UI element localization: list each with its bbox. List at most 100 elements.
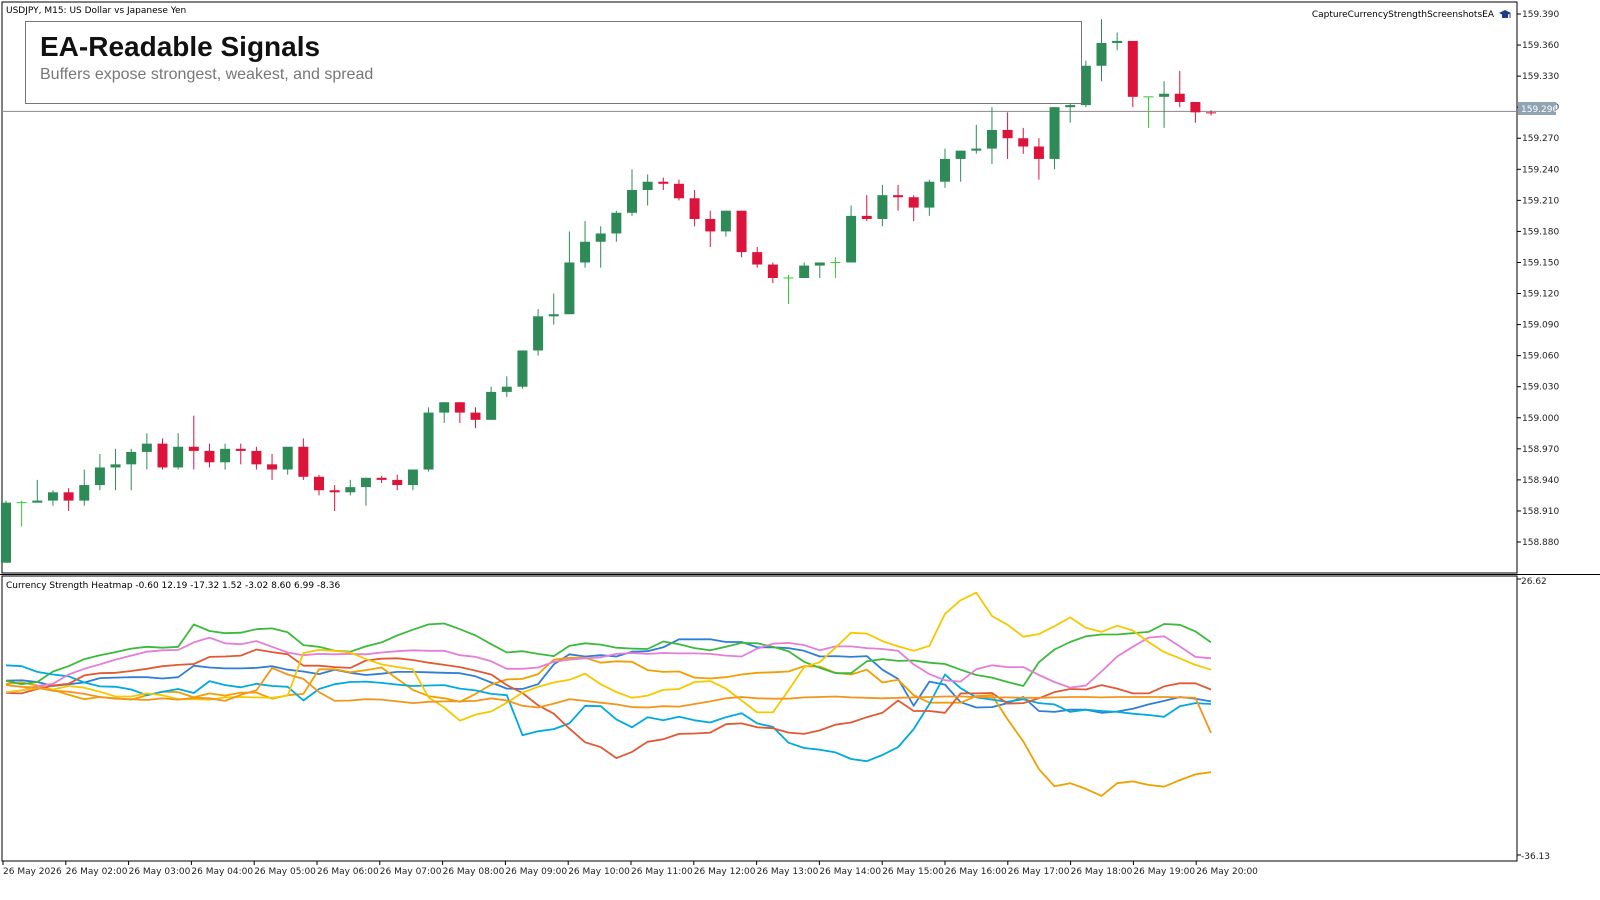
price-tick-label: 159.240 [1522, 165, 1559, 175]
time-tick-label: 26 May 14:00 [819, 867, 881, 877]
candle-body [689, 198, 700, 219]
candle [846, 205, 857, 263]
candle-body [173, 446, 184, 468]
candle-body [705, 218, 716, 232]
symbol-title: USDJPY, M15: US Dollar vs Japanese Yen [6, 6, 186, 16]
candle [345, 479, 356, 496]
candle [1, 500, 11, 563]
time-tick-label: 26 May 03:00 [129, 867, 191, 877]
candle-body [736, 210, 747, 253]
candle [251, 446, 262, 470]
candle-body [955, 150, 966, 159]
candle [971, 124, 982, 154]
candle-body [63, 492, 74, 501]
candle [548, 293, 559, 325]
price-tick-label: 159.150 [1522, 258, 1559, 268]
price-tick-label: 159.270 [1522, 134, 1559, 144]
price-tick-label: 158.940 [1522, 476, 1559, 486]
time-tick-label: 26 May 20:00 [1196, 867, 1258, 877]
candle-body [799, 265, 810, 278]
candle-body [767, 264, 778, 278]
candle [673, 179, 684, 201]
candle [861, 195, 872, 222]
strength-line [5, 635, 1212, 694]
candle [955, 150, 966, 182]
candle-body [658, 181, 669, 184]
indicator-label: Currency Strength Heatmap -0.60 12.19 -1… [6, 581, 340, 591]
candle [705, 210, 716, 247]
strength-line [5, 667, 1212, 734]
candle [110, 448, 121, 491]
candle-body [564, 262, 575, 315]
price-axis[interactable]: 159.390159.360159.330159.300159.270159.2… [1517, 10, 1559, 548]
candle-body [376, 477, 387, 480]
current-price-label: 159.296 [1521, 105, 1558, 115]
candle-body [501, 386, 512, 392]
price-tick-label: 159.060 [1522, 352, 1559, 362]
candle [220, 443, 231, 470]
time-tick-label: 26 May 2026 [3, 867, 62, 877]
graduation-cap-icon[interactable] [1498, 8, 1512, 20]
candle-body [814, 262, 825, 266]
price-tick-label: 158.880 [1522, 538, 1559, 548]
time-tick-label: 26 May 12:00 [694, 867, 756, 877]
strength-line [5, 664, 1212, 763]
candle-body [517, 350, 528, 387]
strength-line [5, 656, 1212, 797]
candle-body [267, 464, 278, 470]
candle [1206, 110, 1217, 116]
candle-body [971, 148, 982, 151]
candle [32, 479, 43, 503]
candle-body [924, 181, 935, 208]
price-tick-label: 159.120 [1522, 290, 1559, 300]
candle-body [1159, 93, 1170, 97]
candle [627, 169, 637, 216]
candle [376, 475, 387, 483]
candle-body [94, 467, 105, 486]
overlay-subtitle: Buffers expose strongest, weakest, and s… [40, 66, 374, 83]
candle [188, 415, 199, 470]
candle-body [1174, 93, 1185, 102]
candle [407, 469, 418, 491]
time-tick-label: 26 May 11:00 [631, 867, 693, 877]
candle [329, 485, 340, 511]
candle-body [1080, 65, 1091, 106]
current-price-tag: 159.296 [1518, 102, 1558, 115]
time-tick-label: 26 May 09:00 [505, 867, 567, 877]
price-tick-label: 159.090 [1522, 321, 1559, 331]
candle [940, 148, 950, 188]
candle [830, 257, 841, 278]
candle-body [32, 500, 43, 503]
candle-body [314, 476, 324, 491]
price-tick-label: 158.910 [1522, 507, 1559, 517]
candle [799, 262, 810, 278]
time-tick-label: 26 May 10:00 [568, 867, 630, 877]
time-tick-label: 26 May 04:00 [191, 867, 253, 877]
candle-body [126, 451, 137, 465]
candle [282, 446, 293, 475]
candle [157, 438, 168, 470]
candle [501, 376, 512, 398]
candle [736, 210, 747, 258]
candle-body [423, 412, 434, 470]
candle [1127, 40, 1138, 108]
candle-body [47, 492, 58, 501]
strength-line [5, 622, 1212, 687]
candle-body [1127, 40, 1138, 97]
candle-body [595, 233, 606, 242]
candle [235, 443, 246, 465]
time-tick-label: 26 May 08:00 [443, 867, 505, 877]
candle-body [407, 469, 418, 486]
time-axis[interactable]: 26 May 2026 26 May 02:00 26 May 03:00 26 Ma… [2, 861, 1258, 877]
candle [752, 246, 763, 268]
candle-body [454, 402, 465, 413]
candle [63, 488, 74, 511]
candle [1190, 102, 1201, 123]
candle-body [79, 485, 90, 501]
candle [47, 490, 58, 506]
candle-body [486, 391, 497, 420]
candle-body [220, 448, 231, 463]
candle-body [157, 443, 168, 468]
candle-body [360, 477, 371, 488]
